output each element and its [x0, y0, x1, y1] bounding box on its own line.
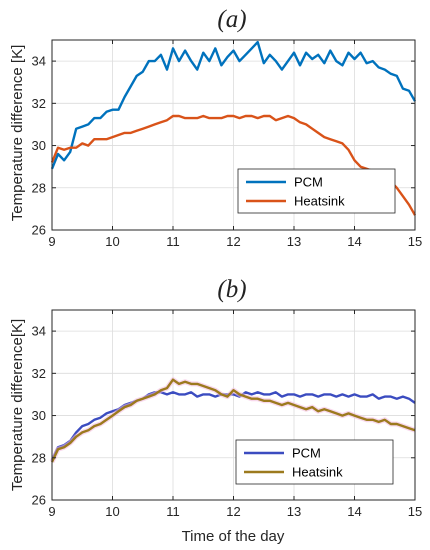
panel-a-x-tick-label: 13: [287, 234, 301, 249]
panel-a-legend-heatsink-label: Heatsink: [294, 194, 345, 209]
panel-a-chart: (a) Temperature difference [K] 9 10 11 12 13…: [9, 6, 422, 249]
panel-b-title: (b): [217, 276, 246, 303]
panel-a-x-tick-label: 12: [226, 234, 240, 249]
panel-a-title: (a): [217, 6, 246, 33]
panel-a-plot-area: 9 10 11 12 13 14 15 26 28 30 32 34 PCM Heatsink: [32, 39, 422, 249]
panel-b-heatsink-line: [50, 378, 416, 463]
panel-b-pcm-line: [50, 391, 416, 461]
panel-a-y-tick-label: 34: [32, 54, 46, 69]
panel-b-legend-pcm-label: PCM: [292, 446, 321, 461]
panel-a-x-tick-label: 11: [166, 234, 180, 249]
panel-b-x-axis-label: Time of the day: [182, 528, 285, 545]
panel-b-x-tick-label: 15: [408, 504, 422, 519]
panel-a-legend-pcm-label: PCM: [294, 175, 323, 190]
panel-b-x-tick-label: 9: [48, 504, 55, 519]
panel-a-x-tick-label: 15: [408, 234, 422, 249]
panel-a-legend: PCM Heatsink: [237, 168, 396, 214]
panel-a-x-tick-label: 10: [105, 234, 119, 249]
panel-b-x-tick-label: 12: [226, 504, 240, 519]
panel-a-legend-box: [237, 168, 396, 214]
panel-a-x-tick-label: 14: [347, 234, 361, 249]
panel-a-y-tick-label: 30: [32, 138, 46, 153]
panel-b-y-axis-label: Temperature difference[K]: [9, 319, 26, 491]
panel-a-pcm-line: [50, 40, 417, 170]
panel-b-y-tick-label: 32: [32, 366, 46, 381]
panel-b-legend-box: [235, 439, 394, 485]
panel-a-y-tick-label: 26: [32, 223, 46, 238]
panel-b-y-tick-label: 34: [32, 324, 46, 339]
panel-b-x-tick-label: 10: [105, 504, 119, 519]
panel-b-y-tick-label: 30: [32, 408, 46, 423]
panel-b-x-tick-label: 11: [166, 504, 180, 519]
panel-b-legend: PCM Heatsink: [235, 439, 394, 485]
panel-b-legend-heatsink-label: Heatsink: [292, 465, 343, 480]
panel-b-chart: (b) Temperature difference[K] Time of th…: [9, 276, 422, 545]
panel-b-y-tick-label: 26: [32, 493, 46, 508]
panel-b-x-tick-label: 14: [347, 504, 361, 519]
panel-b-x-tick-label: 13: [287, 504, 301, 519]
panel-a-x-tick-label: 9: [48, 234, 55, 249]
panel-a-y-axis-label: Temperature difference [K]: [9, 45, 26, 221]
panel-a-y-tick-label: 28: [32, 180, 46, 195]
panel-b-plot-area: 9 10 11 12 13 14 15 26 28 30 32 34 PCM Heatsink: [32, 309, 422, 519]
panel-a-y-tick-label: 32: [32, 96, 46, 111]
panel-a-heatsink-line: [50, 114, 417, 216]
panel-b-y-tick-label: 28: [32, 450, 46, 465]
